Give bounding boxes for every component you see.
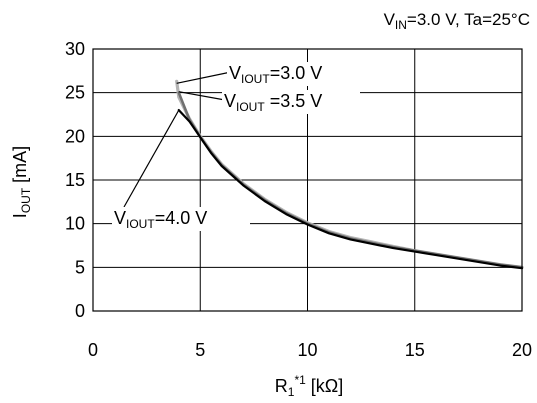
y-tick-label: 15 [65,170,85,190]
x-tick-label: 20 [512,340,532,360]
series-label-2: VIOUT =3.5 V [224,91,322,114]
y-tick-label: 0 [75,301,85,321]
series-label-3: VIOUT=4.0 V [114,208,207,231]
annotation-leader-line [176,71,232,84]
x-tick-label: 10 [297,340,317,360]
series-annotations: VIOUT=3.0 V VIOUT =3.5 V VIOUT=4.0 V [112,62,365,231]
annotation-leader-line [178,91,226,101]
series-lines [175,79,524,270]
y-axis-title: IOUT [mA] [10,146,33,218]
y-tick-label: 20 [65,126,85,146]
annotation-leader-line [123,109,180,208]
y-tick-label: 5 [75,257,85,277]
series-line-3 [177,108,524,270]
conditions-text: VIN=3.0 V, Ta=25°C [384,10,530,32]
y-tick-label: 25 [65,83,85,103]
annotation-background [227,62,365,86]
x-tick-label: 0 [88,340,98,360]
x-tick-label: 15 [405,340,425,360]
annotation-background [112,207,250,231]
series-label-1: VIOUT=3.0 V [229,63,322,86]
plot-frame [92,48,523,312]
grid [93,49,522,311]
tick-labels: 0 5 10 15 20 25 30 0 5 10 15 20 [65,39,532,360]
y-tick-label: 30 [65,39,85,59]
x-tick-label: 5 [195,340,205,360]
y-tick-label: 10 [65,214,85,234]
annotation-background [222,90,360,114]
x-axis-title: R1*1 [kΩ] [275,373,344,399]
